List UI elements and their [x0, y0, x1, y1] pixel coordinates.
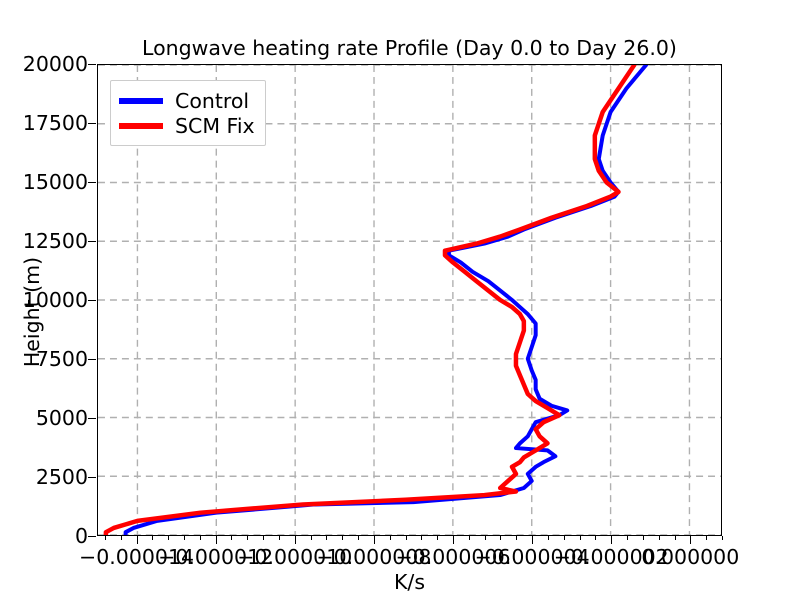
y-tick-label: 10000 — [22, 288, 88, 312]
series-line — [103, 65, 637, 535]
y-tick-mark — [88, 64, 96, 65]
y-tick-mark — [88, 536, 96, 537]
y-axis-tick-marks — [0, 64, 97, 537]
chart-title: Longwave heating rate Profile (Day 0.0 t… — [142, 36, 677, 60]
y-tick-mark — [88, 182, 96, 183]
x-tick-label: −0.000014 — [79, 545, 195, 569]
x-tick-mark — [453, 536, 454, 544]
x-tick-minor-mark — [595, 536, 597, 540]
x-tick-minor-mark — [168, 536, 170, 540]
y-tick-label: 15000 — [22, 170, 88, 194]
y-tick-label: 0 — [74, 524, 88, 548]
x-tick-minor-mark — [342, 536, 344, 540]
x-tick-label: −0.000012 — [158, 545, 274, 569]
data-series-layer — [103, 65, 649, 535]
x-tick-minor-mark — [627, 536, 629, 540]
legend-swatch-control — [119, 97, 163, 104]
x-tick-minor-mark — [437, 536, 439, 540]
x-tick-minor-mark — [658, 536, 660, 540]
y-tick-mark — [88, 123, 96, 124]
x-tick-minor-mark — [405, 536, 407, 540]
x-tick-mark — [611, 536, 613, 544]
y-tick-label: 2500 — [35, 465, 88, 489]
x-tick-mark — [215, 536, 217, 544]
x-tick-minor-mark — [104, 536, 106, 540]
y-tick-label: 12500 — [22, 229, 88, 253]
x-tick-minor-mark — [199, 536, 201, 540]
x-tick-minor-mark — [326, 536, 328, 540]
x-tick-mark — [690, 536, 692, 544]
x-tick-minor-mark — [516, 536, 518, 540]
x-tick-minor-mark — [120, 536, 122, 540]
legend-label-control: Control — [175, 88, 250, 113]
x-tick-label: −0.000004 — [474, 545, 590, 569]
x-tick-label: −0.000010 — [237, 545, 353, 569]
x-axis-label: K/s — [393, 570, 426, 594]
x-tick-minor-mark — [421, 536, 423, 540]
y-tick-label: 20000 — [22, 52, 88, 76]
x-tick-minor-mark — [310, 536, 312, 540]
x-tick-minor-mark — [231, 536, 233, 540]
x-tick-minor-mark — [674, 536, 676, 540]
x-tick-mark — [136, 536, 138, 544]
x-axis-tick-labels: −0.000014 −0.000012 −0.000010 −0.000008 −0.0… — [0, 545, 800, 575]
legend-item[interactable]: SCM Fix — [119, 113, 255, 138]
x-tick-label: −0.000008 — [316, 545, 432, 569]
x-tick-minor-mark — [547, 536, 549, 540]
y-tick-mark — [88, 477, 96, 478]
x-tick-minor-mark — [263, 536, 265, 540]
x-tick-label: −0.000002 — [553, 545, 669, 569]
chart-legend: Control SCM Fix — [110, 80, 266, 146]
x-tick-label: −0.000006 — [395, 545, 511, 569]
x-tick-mark — [532, 536, 534, 544]
x-tick-minor-mark — [389, 536, 391, 540]
legend-swatch-scm-fix — [119, 122, 163, 129]
x-tick-mark — [294, 536, 296, 544]
x-tick-minor-mark — [722, 536, 723, 540]
x-tick-label: 0.000000 — [641, 545, 740, 569]
x-tick-minor-mark — [358, 536, 360, 540]
x-tick-minor-mark — [184, 536, 186, 540]
x-tick-minor-mark — [484, 536, 486, 540]
x-tick-minor-mark — [468, 536, 470, 540]
y-tick-label: 7500 — [35, 347, 88, 371]
x-tick-minor-mark — [563, 536, 565, 540]
x-tick-mark — [373, 536, 375, 544]
x-tick-minor-mark — [642, 536, 644, 540]
x-tick-minor-mark — [152, 536, 154, 540]
x-tick-minor-mark — [579, 536, 581, 540]
legend-item[interactable]: Control — [119, 88, 255, 113]
y-tick-label: 5000 — [35, 406, 88, 430]
x-tick-minor-mark — [278, 536, 280, 540]
y-tick-mark — [88, 241, 96, 242]
y-tick-label: 17500 — [22, 111, 88, 135]
y-tick-mark — [88, 359, 96, 360]
y-tick-mark — [88, 418, 96, 419]
legend-label-scm-fix: SCM Fix — [175, 113, 255, 138]
x-tick-minor-mark — [706, 536, 708, 540]
x-axis-tick-marks — [97, 536, 723, 546]
y-tick-mark — [88, 300, 96, 301]
x-tick-minor-mark — [247, 536, 249, 540]
plot-area — [97, 64, 722, 536]
y-axis-tick-labels: 0 2500 5000 7500 10000 12500 15000 17500 20000 — [0, 52, 88, 548]
x-tick-minor-mark — [500, 536, 502, 540]
